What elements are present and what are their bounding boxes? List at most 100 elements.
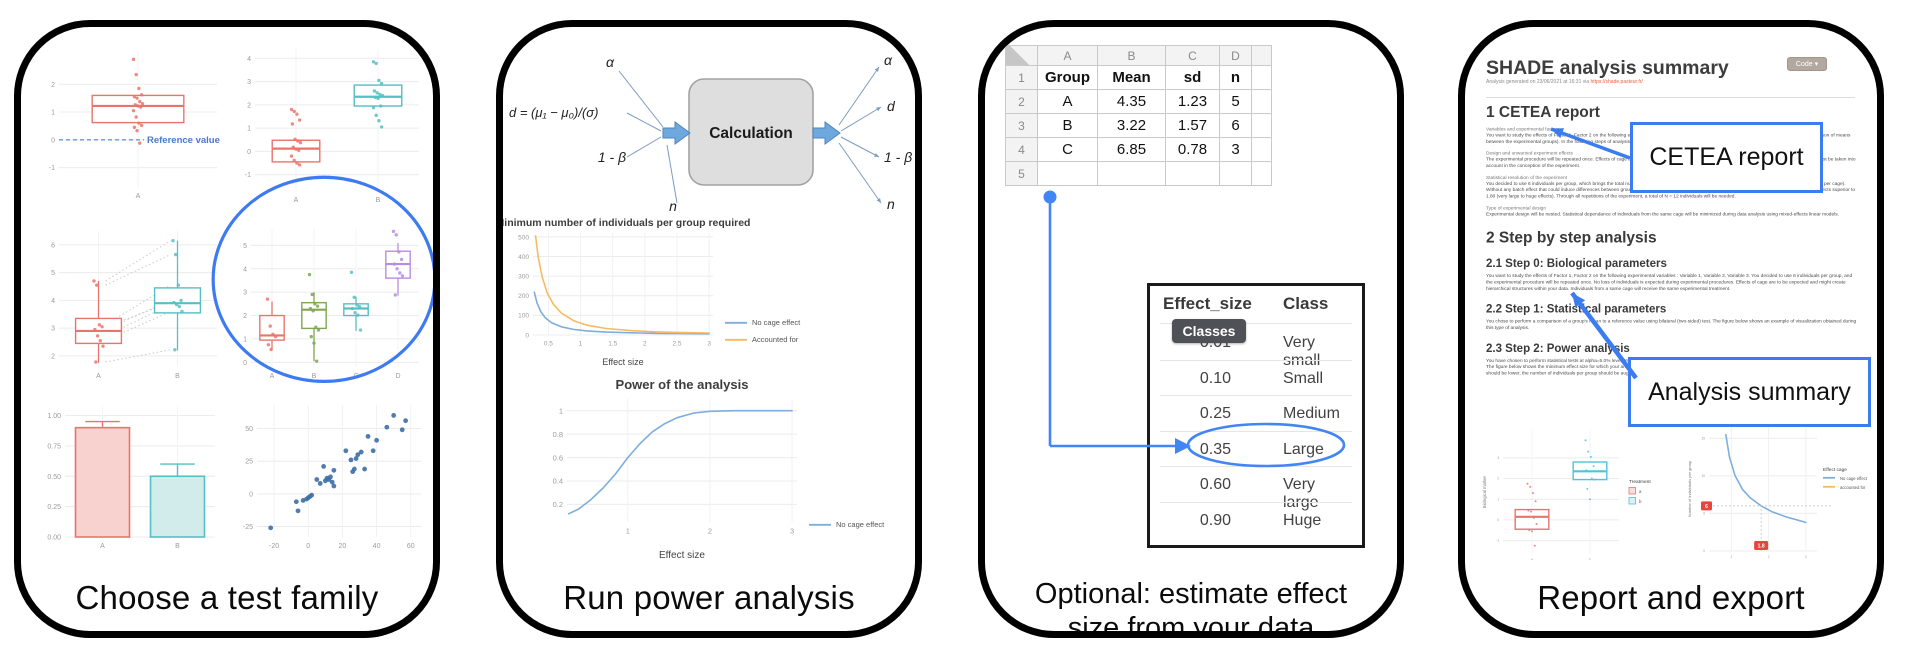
report-heading: 2 Step by step analysis — [1486, 228, 1657, 247]
report-boxplot-chart: -1 0 1 2 3 a b Treatment a b Biological marker — [1477, 425, 1685, 565]
svg-text:B: B — [312, 373, 317, 380]
svg-text:0: 0 — [1703, 549, 1705, 553]
diagram-output-label: d — [887, 98, 896, 114]
svg-text:Effect size: Effect size — [659, 550, 705, 561]
sheet-cell[interactable]: 6 — [1220, 114, 1252, 138]
sheet-cell[interactable]: 3 — [1220, 138, 1252, 162]
svg-text:2: 2 — [643, 341, 647, 348]
diagram-input-label: d = (μ₁ − μ₀)/(σ) — [509, 105, 598, 120]
sheet-row-number[interactable]: 3 — [1006, 114, 1038, 138]
svg-text:0: 0 — [51, 137, 55, 144]
sheet-col-header[interactable]: B — [1098, 46, 1166, 66]
diagram-input-label: 1 - β — [598, 149, 626, 165]
diagram-input-label: n — [669, 198, 677, 214]
spreadsheet: A B C D 1 Group Mean sd n 2 A 4.35 1.23 5 3 B 3.22 1.57 6 4… — [1005, 45, 1272, 186]
svg-text:b: b — [1639, 499, 1642, 504]
svg-text:2.5: 2.5 — [672, 341, 681, 348]
sheet-cell[interactable] — [1220, 162, 1252, 186]
sheet-cell[interactable] — [1252, 138, 1272, 162]
sheet-cell[interactable] — [1166, 162, 1220, 186]
effect-table-row: 0.60 Very large — [1199, 476, 1319, 511]
diagram-output-label: n — [887, 196, 895, 212]
svg-text:300: 300 — [518, 273, 529, 280]
svg-text:1: 1 — [247, 126, 251, 133]
sheet-col-header[interactable]: D — [1220, 46, 1252, 66]
svg-text:60: 60 — [407, 543, 415, 550]
report-subtitle: Analysis generated on 23/06/2021 at 16:3… — [1486, 79, 1858, 85]
sheet-cell[interactable]: C — [1038, 138, 1098, 162]
classes-tooltip: Classes — [1172, 319, 1246, 343]
sheet-cell[interactable]: 5 — [1220, 90, 1252, 114]
sheet-cell[interactable] — [1098, 162, 1166, 186]
svg-text:Reference value: Reference value — [147, 135, 220, 146]
sheet-cell[interactable] — [1252, 162, 1272, 186]
svg-text:0: 0 — [306, 543, 310, 550]
diagram-output-label: α — [884, 52, 893, 68]
sheet-cell[interactable] — [1038, 162, 1098, 186]
svg-text:0.75: 0.75 — [47, 443, 61, 450]
sheet-row-number[interactable]: 4 — [1006, 138, 1038, 162]
sheet-cell[interactable]: A — [1038, 90, 1098, 114]
sheet-row-number[interactable]: 5 — [1006, 162, 1038, 186]
sheet-cell[interactable]: 1.57 — [1166, 114, 1220, 138]
svg-text:2: 2 — [708, 527, 712, 536]
sheet-cell[interactable]: Mean — [1098, 66, 1166, 90]
code-dropdown-button[interactable]: Code ▾ — [1787, 57, 1827, 71]
svg-text:5: 5 — [1703, 512, 1705, 516]
sheet-cell[interactable]: 1.23 — [1166, 90, 1220, 114]
svg-text:15: 15 — [1701, 436, 1705, 440]
effect-table-header: Effect_size Class — [1163, 294, 1329, 313]
panel-report-and-export: SHADE analysis summary Code ▾ Analysis g… — [1458, 20, 1884, 638]
sheet-cell[interactable]: B — [1038, 114, 1098, 138]
sheet-row-number[interactable]: 1 — [1006, 66, 1038, 90]
divider — [1486, 97, 1855, 98]
svg-text:Effect cage: Effect cage — [1823, 467, 1847, 473]
svg-text:4: 4 — [243, 266, 247, 273]
svg-text:5: 5 — [243, 243, 247, 250]
callout-cetea-report: CETEA report — [1630, 122, 1823, 193]
sheet-col-header[interactable] — [1252, 46, 1272, 66]
svg-text:2: 2 — [1768, 555, 1770, 559]
svg-text:-1: -1 — [1496, 539, 1499, 543]
sheet-cell[interactable]: Group — [1038, 66, 1098, 90]
svg-text:-20: -20 — [269, 543, 279, 550]
svg-text:Biological marker: Biological marker — [1482, 475, 1487, 508]
svg-text:B: B — [175, 543, 180, 550]
sheet-cell[interactable]: sd — [1166, 66, 1220, 90]
sheet-cell[interactable]: 6.85 — [1098, 138, 1166, 162]
svg-text:3: 3 — [247, 79, 251, 86]
sheet-cell[interactable]: 0.78 — [1166, 138, 1220, 162]
sheet-cell[interactable] — [1252, 114, 1272, 138]
sheet-col-header[interactable]: C — [1166, 46, 1220, 66]
panel-caption: Choose a test family — [75, 579, 379, 616]
report-power-chart: 0 5 10 15 1 2 3 6 1.8 Effect cage No cage effect ac… — [1683, 419, 1877, 569]
svg-text:No cage effect: No cage effect — [1840, 476, 1868, 481]
report-link[interactable]: https://shade.pasteur.fr/ — [1590, 79, 1643, 85]
sheet-col-header[interactable]: A — [1038, 46, 1098, 66]
report-heading: 2.2 Step 1: Statistical parameters — [1486, 302, 1667, 316]
svg-text:a: a — [1531, 557, 1533, 561]
svg-text:2: 2 — [247, 102, 251, 109]
sheet-cell[interactable]: n — [1220, 66, 1252, 90]
svg-text:B: B — [175, 373, 180, 380]
report-paragraph: You chose to perform a comparison of a g… — [1486, 318, 1857, 331]
svg-text:-25: -25 — [243, 524, 253, 531]
sheet-cell[interactable]: 3.22 — [1098, 114, 1166, 138]
svg-text:6: 6 — [51, 242, 55, 249]
report-heading: 2.1 Step 0: Biological parameters — [1486, 256, 1667, 270]
svg-text:0.00: 0.00 — [47, 535, 61, 542]
sheet-row-number[interactable]: 2 — [1006, 90, 1038, 114]
svg-text:0.6: 0.6 — [553, 453, 563, 462]
svg-text:1: 1 — [626, 527, 630, 536]
svg-text:2: 2 — [1497, 477, 1499, 481]
sheet-corner[interactable] — [1006, 46, 1038, 66]
sheet-cell[interactable] — [1252, 66, 1272, 90]
svg-text:200: 200 — [518, 293, 529, 300]
svg-text:1: 1 — [1497, 497, 1499, 501]
sheet-cell[interactable]: 4.35 — [1098, 90, 1166, 114]
sheet-cell[interactable] — [1252, 90, 1272, 114]
svg-text:A: A — [136, 193, 141, 200]
svg-text:40: 40 — [373, 543, 381, 550]
report-subheading: Statistical resolution of the experiment — [1486, 174, 1568, 181]
svg-text:10: 10 — [1701, 474, 1705, 478]
